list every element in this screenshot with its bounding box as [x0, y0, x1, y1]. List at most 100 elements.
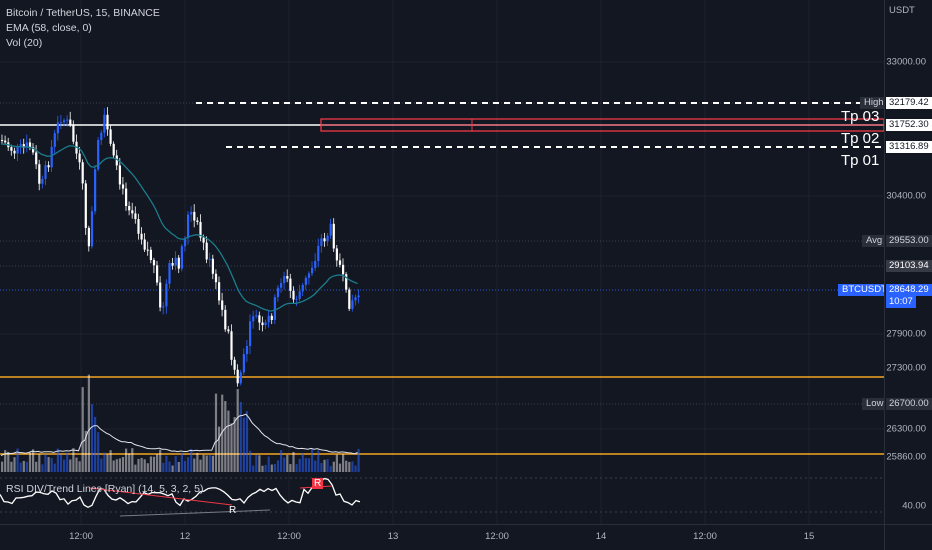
volume-bar	[134, 464, 137, 472]
candle-body	[286, 276, 289, 279]
volume-bar	[152, 456, 156, 472]
candle-body	[125, 188, 128, 207]
volume-bar	[69, 459, 72, 472]
candle-body	[261, 322, 264, 326]
candle-body	[53, 133, 56, 147]
volume-bar	[146, 463, 149, 472]
candle-body	[320, 238, 323, 246]
chart-area[interactable]: Bitcoin / TetherUS, 15, BINANCE EMA (58,…	[0, 0, 884, 524]
candle-body	[205, 242, 208, 260]
volume-bar	[351, 461, 354, 472]
volume-bar	[221, 394, 224, 472]
volume-bar	[59, 454, 63, 472]
candle-body	[131, 210, 134, 214]
volume-bar	[335, 454, 338, 472]
price-scale[interactable]: USDT 33000.00 30400.00 27900.00 27300.00…	[884, 0, 932, 524]
volume-bar	[140, 458, 143, 472]
volume-bar	[252, 465, 255, 472]
volume-bar	[78, 461, 81, 472]
volume-bar	[28, 452, 32, 472]
candle-body	[38, 164, 41, 184]
volume-bar	[199, 459, 202, 472]
level2-price-badge: 31752.30	[886, 119, 932, 131]
candle-body	[233, 359, 236, 370]
candle-body	[267, 315, 270, 323]
volume-bar	[22, 460, 25, 472]
candle-body	[72, 125, 75, 142]
candle-body	[311, 267, 314, 274]
candle-body	[63, 120, 66, 123]
candle-body	[249, 321, 252, 346]
low-price-badge: 26700.00	[886, 398, 932, 410]
volume-bar	[205, 455, 208, 472]
volume-bar	[174, 456, 177, 472]
volume-bar	[128, 453, 131, 472]
volume-bar	[258, 455, 261, 472]
candle-body	[342, 264, 345, 275]
ema-legend[interactable]: EMA (58, close, 0)	[6, 22, 92, 34]
candle-body	[332, 223, 335, 249]
volume-bars	[1, 374, 360, 472]
candle-body	[180, 246, 183, 269]
candle-body	[292, 290, 295, 300]
price-tick: 25860.00	[886, 451, 926, 463]
volume-ma-line	[0, 413, 358, 457]
rsi-legend[interactable]: RSI DIV/Trend Lines [Ryan] (14, 5, 3, 2,…	[6, 483, 204, 495]
grid-lines	[0, 0, 884, 524]
candle-body	[146, 249, 149, 251]
candle-body	[183, 238, 187, 247]
volume-bar	[255, 454, 258, 472]
volume-bar	[103, 452, 106, 472]
volume-bar	[125, 448, 128, 472]
volume-bar	[295, 464, 298, 472]
volume-bar	[47, 457, 50, 472]
candle-body	[134, 213, 137, 220]
ema-line	[0, 143, 358, 312]
volume-bar	[38, 454, 41, 472]
volume-bar	[109, 450, 112, 472]
candle-body	[1, 140, 4, 141]
candle-body	[128, 206, 131, 211]
volume-bar	[121, 457, 125, 472]
volume-bar	[118, 458, 121, 472]
price-chart-canvas[interactable]	[0, 0, 884, 524]
candles	[1, 107, 360, 387]
volume-bar	[137, 458, 140, 472]
high-price-badge: 32179.42	[886, 97, 932, 109]
volume-bar	[16, 448, 19, 472]
volume-bar	[112, 460, 115, 472]
volume-bar	[311, 448, 314, 472]
candle-body	[81, 162, 84, 184]
candle-body	[32, 147, 35, 153]
candle-body	[326, 235, 329, 242]
candle-body	[187, 214, 190, 239]
symbol-legend[interactable]: Bitcoin / TetherUS, 15, BINANCE	[6, 7, 160, 19]
candle-body	[84, 183, 87, 228]
candle-body	[174, 257, 177, 266]
rsi-marker-r1: R	[312, 478, 324, 489]
candle-body	[109, 129, 112, 144]
volume-bar	[106, 454, 109, 472]
candle-body	[314, 261, 317, 268]
candle-body	[348, 289, 351, 309]
price-tick: 33000.00	[886, 56, 926, 68]
high-name-label: High	[860, 97, 884, 109]
candle-body	[13, 150, 16, 154]
time-scale[interactable]: 12:00 12 12:00 13 12:00 14 12:00 15	[0, 524, 884, 550]
volume-bar	[348, 461, 351, 472]
volume-bar	[267, 456, 270, 472]
volume-bar	[159, 449, 162, 472]
candle-body	[22, 144, 25, 148]
candle-body	[59, 122, 63, 124]
candle-body	[289, 278, 292, 291]
price-tick: 27900.00	[886, 328, 926, 340]
candle-body	[100, 132, 103, 141]
rsi-tick: 40.00	[902, 500, 926, 512]
candle-body	[47, 165, 50, 168]
volume-legend[interactable]: Vol (20)	[6, 37, 43, 49]
volume-bar	[270, 464, 273, 472]
candle-body	[159, 282, 162, 308]
volume-bar	[156, 454, 159, 472]
volume-bar	[177, 461, 180, 472]
candle-body	[329, 223, 332, 236]
